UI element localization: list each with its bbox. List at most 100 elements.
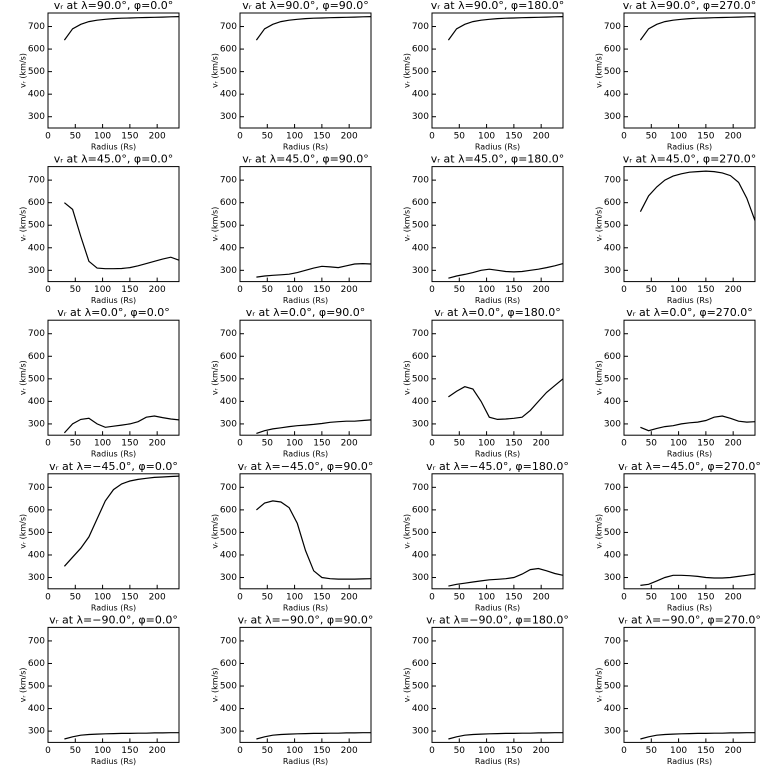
x-tick-label: 200 xyxy=(725,132,742,142)
y-tick-label: 700 xyxy=(28,22,45,32)
panel: vᵣ at λ=90.0°, φ=90.0° 0 50 100 150 200 300 400… xyxy=(211,0,372,152)
y-tick-label: 300 xyxy=(604,727,621,737)
x-tick-label: 150 xyxy=(313,746,330,756)
plot-frame xyxy=(431,473,564,590)
x-tick-label: 0 xyxy=(45,592,51,602)
panel-title: vᵣ at λ=90.0°, φ=90.0° xyxy=(242,0,369,12)
x-tick-label: 100 xyxy=(94,439,111,449)
plot-frame xyxy=(47,166,180,283)
x-axis-label: Radius (Rs) xyxy=(283,757,328,766)
x-tick-label: 150 xyxy=(313,285,330,295)
y-tick-label: 500 xyxy=(220,67,237,77)
panel-title: vᵣ at λ=0.0°, φ=270.0° xyxy=(626,306,753,319)
data-line xyxy=(640,573,756,586)
y-tick-label: 600 xyxy=(220,45,237,55)
y-tick-label: 300 xyxy=(28,419,45,429)
panel-title: vᵣ at λ=45.0°, φ=180.0° xyxy=(431,153,565,166)
plot-frame xyxy=(47,319,180,436)
x-tick-label: 100 xyxy=(478,592,495,602)
x-tick-label: 0 xyxy=(429,132,435,142)
x-tick-label: 50 xyxy=(70,439,82,449)
y-tick-label: 300 xyxy=(604,266,621,276)
y-tick-label: 500 xyxy=(220,682,237,692)
plot-frame xyxy=(623,12,756,129)
data-line xyxy=(256,262,372,278)
y-tick-label: 600 xyxy=(28,659,45,669)
y-tick-label: 600 xyxy=(604,352,621,362)
panel: vᵣ at λ=45.0°, φ=90.0° 0 50 100 150 200 300 400… xyxy=(211,153,372,305)
x-tick-label: 150 xyxy=(505,746,522,756)
y-tick-label: 700 xyxy=(604,636,621,646)
panel-title: vᵣ at λ=−90.0°, φ=0.0° xyxy=(49,613,178,626)
y-tick-label: 600 xyxy=(28,352,45,362)
plot-frame xyxy=(47,626,180,743)
y-axis-label: vᵣ (km/s) xyxy=(403,207,412,242)
y-tick-label: 400 xyxy=(220,90,237,100)
panel-title: vᵣ at λ=−90.0°, φ=180.0° xyxy=(426,613,569,626)
y-tick-label: 500 xyxy=(28,528,45,538)
x-tick-label: 200 xyxy=(725,746,742,756)
data-line xyxy=(63,475,180,567)
y-tick-label: 700 xyxy=(412,176,429,186)
x-tick-label: 200 xyxy=(533,592,550,602)
x-tick-label: 0 xyxy=(621,132,627,142)
x-tick-label: 50 xyxy=(646,746,658,756)
y-tick-label: 600 xyxy=(220,352,237,362)
plot-frame xyxy=(239,473,372,590)
x-tick-label: 150 xyxy=(505,285,522,295)
y-tick-label: 700 xyxy=(220,176,237,186)
y-tick-label: 400 xyxy=(28,704,45,714)
x-tick-label: 0 xyxy=(45,285,51,295)
y-tick-label: 400 xyxy=(412,90,429,100)
x-tick-label: 150 xyxy=(697,592,714,602)
panel-title: vᵣ at λ=45.0°, φ=0.0° xyxy=(54,153,174,166)
y-tick-label: 500 xyxy=(412,221,429,231)
y-axis-label: vᵣ (km/s) xyxy=(211,667,220,702)
x-tick-label: 200 xyxy=(725,592,742,602)
x-tick-label: 150 xyxy=(505,592,522,602)
y-tick-label: 500 xyxy=(28,682,45,692)
panel-title: vᵣ at λ=−45.0°, φ=180.0° xyxy=(426,460,569,473)
y-tick-label: 300 xyxy=(412,112,429,122)
x-tick-label: 50 xyxy=(262,132,274,142)
y-axis-label: vᵣ (km/s) xyxy=(403,514,412,549)
x-tick-label: 150 xyxy=(121,132,138,142)
y-tick-label: 400 xyxy=(28,550,45,560)
plot-frame xyxy=(431,626,564,743)
x-tick-label: 100 xyxy=(478,439,495,449)
x-tick-label: 200 xyxy=(533,439,550,449)
y-tick-label: 700 xyxy=(220,636,237,646)
x-tick-label: 200 xyxy=(341,746,358,756)
y-tick-label: 400 xyxy=(604,397,621,407)
y-tick-label: 300 xyxy=(28,727,45,737)
data-line xyxy=(63,16,180,41)
y-axis-label: vᵣ (km/s) xyxy=(595,667,604,702)
y-tick-label: 300 xyxy=(220,266,237,276)
y-tick-label: 500 xyxy=(604,528,621,538)
data-line xyxy=(640,415,756,432)
x-axis-label: Radius (Rs) xyxy=(667,450,712,459)
x-tick-label: 0 xyxy=(45,439,51,449)
x-tick-label: 0 xyxy=(237,132,243,142)
x-tick-label: 0 xyxy=(237,439,243,449)
plot-frame xyxy=(47,473,180,590)
y-axis-label: vᵣ (km/s) xyxy=(595,53,604,88)
plot-frame xyxy=(239,166,372,283)
x-tick-label: 50 xyxy=(646,285,658,295)
panel: vᵣ at λ=0.0°, φ=90.0° 0 50 100 150 200 300 400 5… xyxy=(211,306,372,459)
panel-title: vᵣ at λ=90.0°, φ=270.0° xyxy=(623,0,757,12)
plot-frame xyxy=(239,12,372,129)
y-tick-label: 300 xyxy=(412,266,429,276)
y-tick-label: 600 xyxy=(412,45,429,55)
plot-frame xyxy=(623,166,756,283)
x-tick-label: 50 xyxy=(454,746,466,756)
data-line xyxy=(448,732,563,740)
x-axis-label: Radius (Rs) xyxy=(475,757,520,766)
y-tick-label: 600 xyxy=(28,198,45,208)
y-tick-label: 500 xyxy=(412,528,429,538)
data-line xyxy=(255,16,372,41)
y-axis-label: vᵣ (km/s) xyxy=(19,667,28,702)
panel: vᵣ at λ=−45.0°, φ=270.0° 0 50 100 150 200 300 4… xyxy=(595,460,761,613)
y-tick-label: 400 xyxy=(412,704,429,714)
